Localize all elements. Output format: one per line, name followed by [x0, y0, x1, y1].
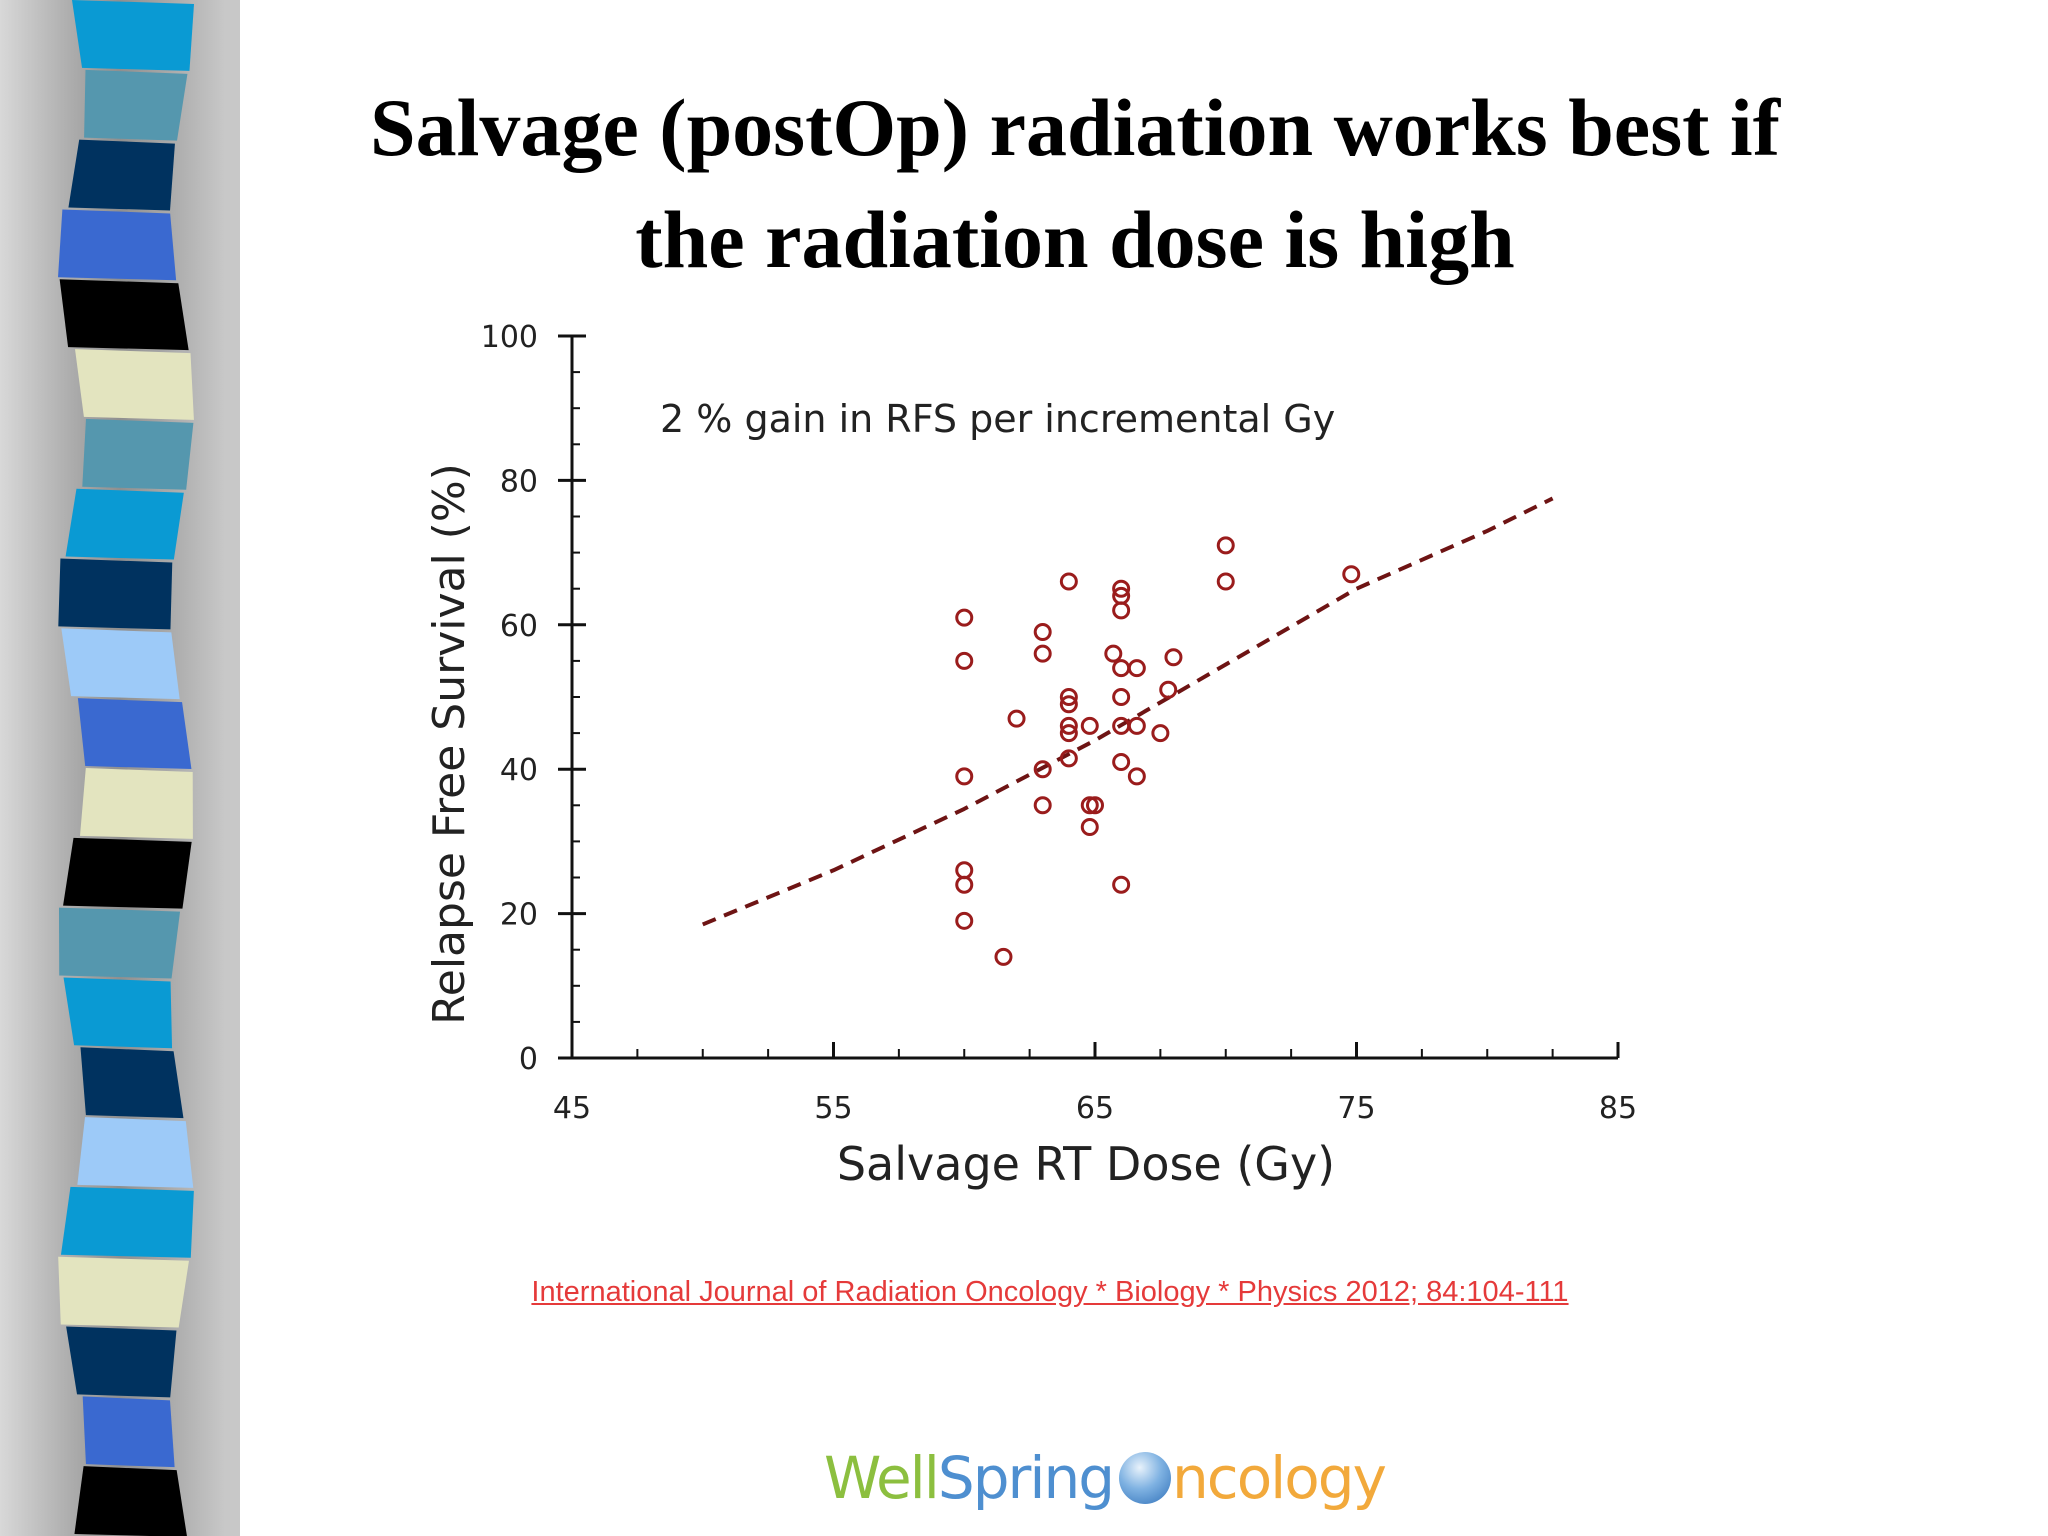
- data-point: [1127, 659, 1146, 678]
- data-point: [955, 861, 974, 880]
- data-point: [955, 767, 974, 786]
- x-tick-label: 55: [814, 1091, 852, 1126]
- data-point: [1112, 875, 1131, 894]
- sidebar-stripe: [77, 698, 192, 769]
- data-point: [1059, 572, 1078, 591]
- sidebar-stripe: [66, 1326, 177, 1398]
- data-point: [1059, 749, 1078, 768]
- data-point: [1033, 796, 1052, 815]
- y-tick-label: 20: [500, 898, 538, 933]
- data-point: [955, 651, 974, 670]
- x-axis-label: Salvage RT Dose (Gy): [837, 1137, 1335, 1191]
- data-point: [1033, 760, 1052, 779]
- data-point: [1104, 644, 1123, 663]
- y-tick-label: 80: [500, 464, 538, 499]
- y-tick-label: 40: [500, 753, 538, 788]
- data-point: [1342, 565, 1361, 584]
- data-point: [994, 947, 1013, 966]
- y-axis-label: Relapse Free Survival (%): [424, 463, 475, 1025]
- logo-word-ncology: ncology: [1172, 1444, 1387, 1512]
- sidebar-stripe: [65, 488, 184, 560]
- logo-word-spring: Spring: [937, 1444, 1115, 1512]
- sidebar-stripe: [72, 0, 194, 71]
- sidebar-stripe: [82, 418, 194, 490]
- data-point: [1086, 796, 1104, 815]
- data-point: [1151, 724, 1170, 743]
- sidebar-stripe: [75, 349, 194, 420]
- sidebar-stripe: [61, 628, 180, 700]
- data-point: [1033, 644, 1052, 663]
- title-line-2: the radiation dose is high: [635, 194, 1515, 285]
- x-tick-label: 65: [1076, 1091, 1114, 1126]
- data-point: [1159, 680, 1178, 699]
- globe-icon: [1119, 1452, 1172, 1504]
- data-point: [1112, 579, 1131, 598]
- citation-link[interactable]: International Journal of Radiation Oncol…: [531, 1276, 1569, 1308]
- logo-word-well: Well: [824, 1444, 940, 1512]
- sidebar-stripe: [79, 768, 193, 839]
- x-tick-label: 85: [1599, 1091, 1637, 1126]
- sidebar-stripe: [63, 977, 173, 1049]
- data-point: [1112, 601, 1131, 620]
- decorative-sidebar: [0, 0, 240, 1536]
- sidebar-stripe: [82, 1396, 175, 1468]
- sidebar-stripe: [68, 139, 175, 211]
- x-tick-label: 75: [1337, 1091, 1375, 1126]
- data-point: [1059, 695, 1078, 714]
- sidebar-stripe: [84, 69, 188, 141]
- chart-axes: 45 55 65 75 85 0 20 40 60 80 100: [481, 320, 1637, 1126]
- data-point: [1059, 716, 1078, 735]
- y-tick-label: 0: [519, 1042, 538, 1077]
- trend-line: [701, 496, 1554, 927]
- data-point: [1059, 724, 1078, 743]
- data-point: [1059, 688, 1078, 706]
- title-line-1: Salvage (postOp) radiation works best if: [369, 82, 1780, 173]
- data-point: [1216, 536, 1235, 555]
- data-point: [1112, 752, 1131, 771]
- data-point: [1080, 817, 1099, 836]
- sidebar-stripe: [74, 1466, 187, 1536]
- data-point: [1080, 796, 1099, 815]
- data-point: [955, 608, 974, 627]
- sidebar-stripe: [58, 907, 181, 979]
- y-tick-label: 60: [500, 609, 538, 644]
- sidebar-stripe: [77, 1117, 194, 1188]
- data-point: [1112, 659, 1131, 678]
- sidebar-stripe: [58, 209, 177, 281]
- sidebar-stripe: [60, 1186, 194, 1258]
- data-point: [1112, 688, 1131, 706]
- data-point: [1127, 716, 1146, 735]
- sidebar-stripe: [63, 837, 192, 909]
- sidebar-stripe: [80, 1047, 184, 1119]
- sidebar-stripe: [58, 1256, 189, 1328]
- data-point: [1164, 648, 1183, 667]
- trend-layer: [701, 496, 1554, 927]
- data-point: [955, 911, 974, 930]
- points-layer: [955, 536, 1361, 966]
- y-tick-label: 100: [481, 320, 538, 355]
- sidebar-stripe: [58, 558, 173, 630]
- x-tick-label: 45: [553, 1091, 591, 1126]
- data-point: [1080, 716, 1099, 735]
- data-point: [955, 875, 974, 894]
- data-point: [1127, 767, 1146, 786]
- wellspring-oncology-logo: Well Spring ncology: [824, 1440, 1387, 1516]
- data-point: [1007, 709, 1026, 728]
- data-point: [1216, 572, 1235, 591]
- chart-annotation: 2 % gain in RFS per incremental Gy: [660, 397, 1335, 441]
- sidebar-stripe: [59, 279, 189, 351]
- data-point: [1033, 623, 1052, 642]
- slide-title: Salvage (postOp) radiation works best if…: [240, 72, 1910, 296]
